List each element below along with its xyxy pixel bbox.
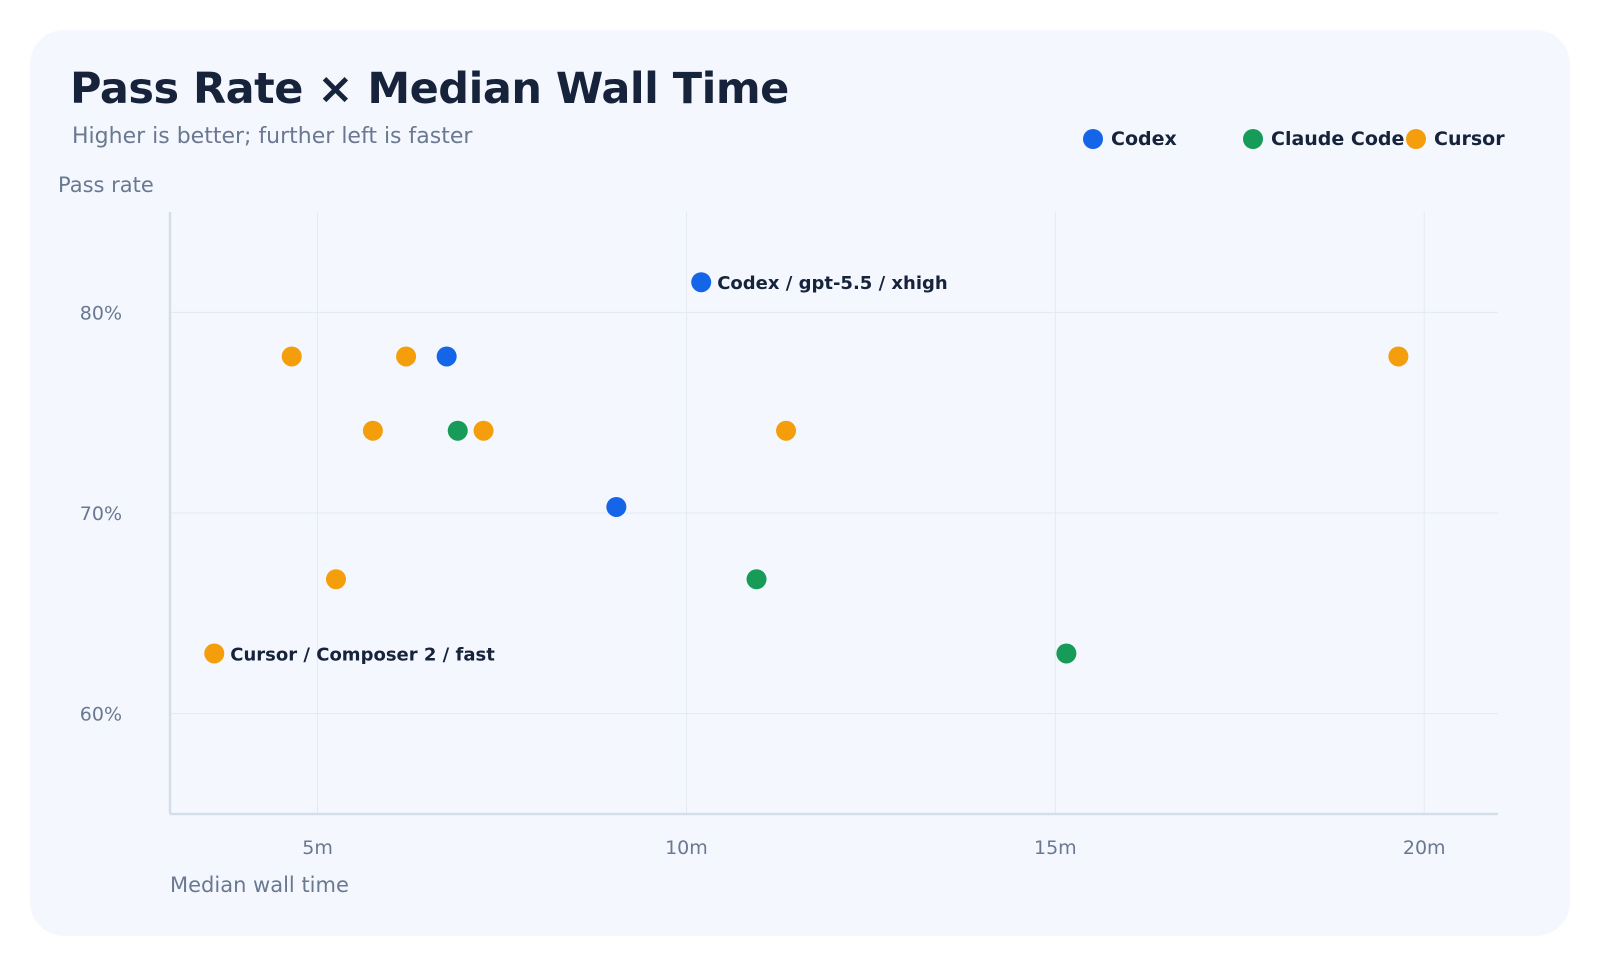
legend-item-claude-code[interactable]: Claude Code	[1243, 128, 1404, 150]
legend-label-claude-code: Claude Code	[1271, 128, 1405, 150]
legend-label-codex: Codex	[1111, 128, 1177, 150]
y-tick-label: 70%	[80, 503, 122, 525]
chart-card	[30, 30, 1570, 936]
x-axis-label: Median wall time	[170, 873, 349, 897]
data-point-cursor[interactable]	[776, 420, 797, 441]
legend-item-cursor[interactable]: Cursor	[1406, 128, 1505, 150]
grid-lines	[170, 212, 1498, 814]
x-tick-label: 5m	[302, 837, 333, 859]
data-point-cursor[interactable]	[281, 346, 302, 367]
y-tick-label: 80%	[80, 302, 122, 324]
legend-swatch-codex	[1083, 129, 1103, 149]
data-point-cursor[interactable]	[362, 420, 383, 441]
tick-labels: 5m 10m 15m 20m 60% 70% 80%	[80, 302, 1446, 859]
data-point-codex[interactable]	[691, 272, 712, 293]
chart-subtitle: Higher is better; further left is faster	[72, 124, 473, 149]
chart-title: Pass Rate × Median Wall Time	[70, 64, 789, 114]
legend-item-codex[interactable]: Codex	[1083, 128, 1177, 150]
legend-label-cursor: Cursor	[1434, 128, 1505, 150]
y-axis-label: Pass rate	[58, 173, 154, 197]
data-point-cursor[interactable]	[473, 420, 494, 441]
data-points	[204, 272, 1409, 664]
data-point-cursor[interactable]	[396, 346, 417, 367]
data-point-cursor[interactable]	[1388, 346, 1409, 367]
data-point-codex[interactable]	[436, 346, 457, 367]
data-point-claude-code[interactable]	[746, 569, 767, 590]
data-point-claude-code[interactable]	[447, 420, 468, 441]
data-point-cursor[interactable]	[204, 643, 225, 664]
point-label: Cursor / Composer 2 / fast	[230, 644, 495, 665]
point-label: Codex / gpt-5.5 / xhigh	[717, 273, 948, 294]
data-point-codex[interactable]	[606, 496, 627, 517]
point-labels: Codex / gpt-5.5 / xhigh Cursor / Composer…	[230, 273, 947, 665]
x-tick-label: 10m	[665, 837, 708, 859]
x-tick-label: 15m	[1034, 837, 1077, 859]
data-point-cursor[interactable]	[326, 569, 346, 590]
x-tick-label: 20m	[1403, 837, 1446, 859]
y-tick-label: 60%	[80, 704, 122, 726]
legend-swatch-cursor	[1406, 129, 1426, 149]
data-point-claude-code[interactable]	[1056, 643, 1077, 664]
axes	[168, 212, 1498, 816]
legend-swatch-claude-code	[1243, 129, 1263, 149]
